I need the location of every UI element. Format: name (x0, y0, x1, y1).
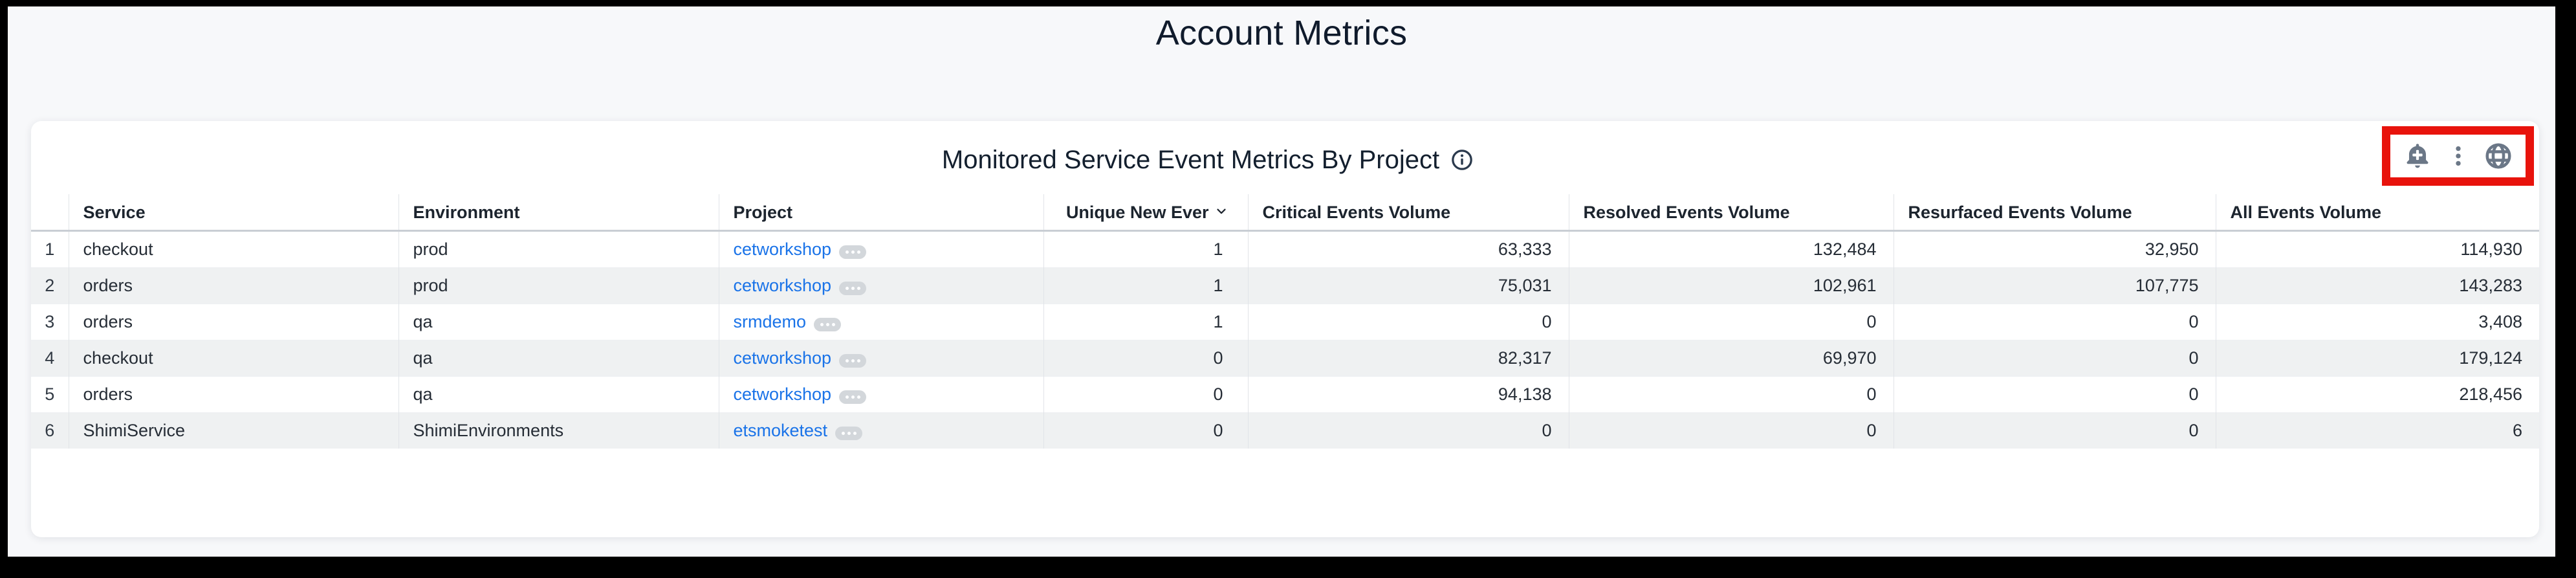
all-events-cell: 3,408 (2215, 304, 2539, 340)
table-row: 1 checkout prod cetworkshop 1 63,333 132… (31, 230, 2539, 268)
metrics-widget-card: Monitored Service Event Metrics By Proje… (31, 121, 2539, 537)
critical-events-cell: 75,031 (1247, 267, 1569, 304)
table-row: 3 orders qa srmdemo 1 0 0 0 3,408 (31, 304, 2539, 340)
page-title: Account Metrics (1155, 14, 1408, 52)
project-link[interactable]: etsmoketest (733, 421, 828, 440)
all-events-cell: 179,124 (2215, 340, 2539, 377)
resolved-events-cell: 102,961 (1568, 267, 1894, 304)
environment-cell: prod (398, 230, 719, 268)
annotation-highlight-box (2382, 126, 2534, 186)
table-row: 4 checkout qa cetworkshop 0 82,317 69,97… (31, 340, 2539, 377)
critical-events-cell: 82,317 (1247, 340, 1569, 377)
overflow-ellipsis-badge[interactable] (839, 245, 867, 259)
overflow-ellipsis-badge[interactable] (839, 282, 867, 295)
column-header-resurfaced-events[interactable]: Resurfaced Events Volume (1893, 194, 2216, 232)
project-link[interactable]: srmdemo (733, 312, 807, 331)
unique-new-ever-cell: 0 (1043, 412, 1248, 449)
project-cell: cetworkshop (718, 267, 1043, 304)
project-cell: cetworkshop (718, 230, 1043, 268)
service-cell: checkout (68, 230, 398, 268)
more-options-button[interactable] (2445, 142, 2472, 170)
project-link[interactable]: cetworkshop (733, 348, 832, 368)
unique-new-ever-cell: 1 (1043, 230, 1248, 268)
resolved-events-cell: 0 (1568, 376, 1894, 413)
info-icon[interactable] (1451, 149, 1473, 171)
resurfaced-events-cell: 0 (1893, 376, 2216, 413)
critical-events-cell: 0 (1247, 412, 1569, 449)
resurfaced-events-cell: 0 (1893, 340, 2216, 377)
project-cell: etsmoketest (718, 412, 1043, 449)
table-row: 5 orders qa cetworkshop 0 94,138 0 0 218… (31, 376, 2539, 413)
all-events-cell: 143,283 (2215, 267, 2539, 304)
resolved-events-cell: 0 (1568, 412, 1894, 449)
environment-cell: qa (398, 340, 719, 377)
resurfaced-events-cell: 0 (1893, 412, 2216, 449)
row-number: 5 (31, 376, 69, 413)
column-header-environment[interactable]: Environment (398, 194, 719, 232)
table-row: 6 ShimiService ShimiEnvironments etsmoke… (31, 412, 2539, 449)
column-header-resolved-events[interactable]: Resolved Events Volume (1568, 194, 1894, 232)
overflow-ellipsis-badge[interactable] (835, 427, 863, 440)
table-header-row: Service Environment Project Unique New E… (31, 194, 2539, 232)
resurfaced-events-cell: 107,775 (1893, 267, 2216, 304)
all-events-cell: 218,456 (2215, 376, 2539, 413)
critical-events-cell: 0 (1247, 304, 1569, 340)
row-number: 1 (45, 239, 55, 259)
resolved-events-cell: 69,970 (1568, 340, 1894, 377)
create-alert-button[interactable] (2403, 141, 2432, 171)
row-number: 2 (31, 267, 69, 304)
unique-new-ever-cell: 0 (1043, 340, 1248, 377)
bell-plus-icon (2403, 141, 2432, 171)
overflow-ellipsis-badge[interactable] (814, 318, 842, 331)
environment-cell: qa (398, 376, 719, 413)
row-number: 6 (31, 412, 69, 449)
row-number: 3 (31, 304, 69, 340)
all-events-cell: 6 (2215, 412, 2539, 449)
globe-icon (2483, 141, 2513, 171)
column-header-all-events[interactable]: All Events Volume (2215, 194, 2539, 232)
row-number-header (31, 194, 69, 232)
unique-new-ever-cell: 1 (1043, 304, 1248, 340)
widget-title: Monitored Service Event Metrics By Proje… (941, 146, 1440, 174)
service-cell: orders (68, 304, 398, 340)
row-number: 4 (31, 340, 69, 377)
widget-header: Monitored Service Event Metrics By Proje… (31, 143, 2384, 177)
unique-new-ever-cell: 1 (1043, 267, 1248, 304)
project-link[interactable]: cetworkshop (733, 384, 832, 404)
overflow-ellipsis-badge[interactable] (839, 354, 867, 368)
project-cell: cetworkshop (718, 340, 1043, 377)
resolved-events-cell: 132,484 (1568, 230, 1894, 268)
service-cell: orders (68, 267, 398, 304)
column-header-critical-events[interactable]: Critical Events Volume (1247, 194, 1569, 232)
environment-cell: qa (398, 304, 719, 340)
project-cell: cetworkshop (718, 376, 1043, 413)
unique-new-ever-cell: 0 (1043, 376, 1248, 413)
project-link[interactable]: cetworkshop (733, 239, 832, 259)
kebab-menu-icon (2445, 142, 2472, 170)
table-row: 2 orders prod cetworkshop 1 75,031 102,9… (31, 267, 2539, 304)
metrics-table: Service Environment Project Unique New E… (31, 194, 2539, 449)
resurfaced-events-cell: 32,950 (1893, 230, 2216, 268)
service-cell: ShimiService (68, 412, 398, 449)
resolved-events-cell: 0 (1568, 304, 1894, 340)
critical-events-cell: 94,138 (1247, 376, 1569, 413)
project-cell: srmdemo (718, 304, 1043, 340)
resurfaced-events-cell: 0 (1893, 304, 2216, 340)
overflow-ellipsis-badge[interactable] (839, 390, 867, 404)
all-events-cell: 114,930 (2215, 230, 2539, 268)
sort-chevron-down-icon (1214, 203, 1228, 223)
globe-button[interactable] (2483, 141, 2513, 171)
column-header-project[interactable]: Project (718, 194, 1043, 232)
dashboard-viewport: Account Metrics Monitored Service Event … (8, 6, 2555, 557)
service-cell: checkout (68, 340, 398, 377)
environment-cell: prod (398, 267, 719, 304)
column-header-service[interactable]: Service (68, 194, 398, 232)
project-link[interactable]: cetworkshop (733, 276, 832, 295)
critical-events-cell: 63,333 (1247, 230, 1569, 268)
environment-cell: ShimiEnvironments (398, 412, 719, 449)
service-cell: orders (68, 376, 398, 413)
column-header-unique-new-ever[interactable]: Unique New Ever (1043, 194, 1248, 232)
